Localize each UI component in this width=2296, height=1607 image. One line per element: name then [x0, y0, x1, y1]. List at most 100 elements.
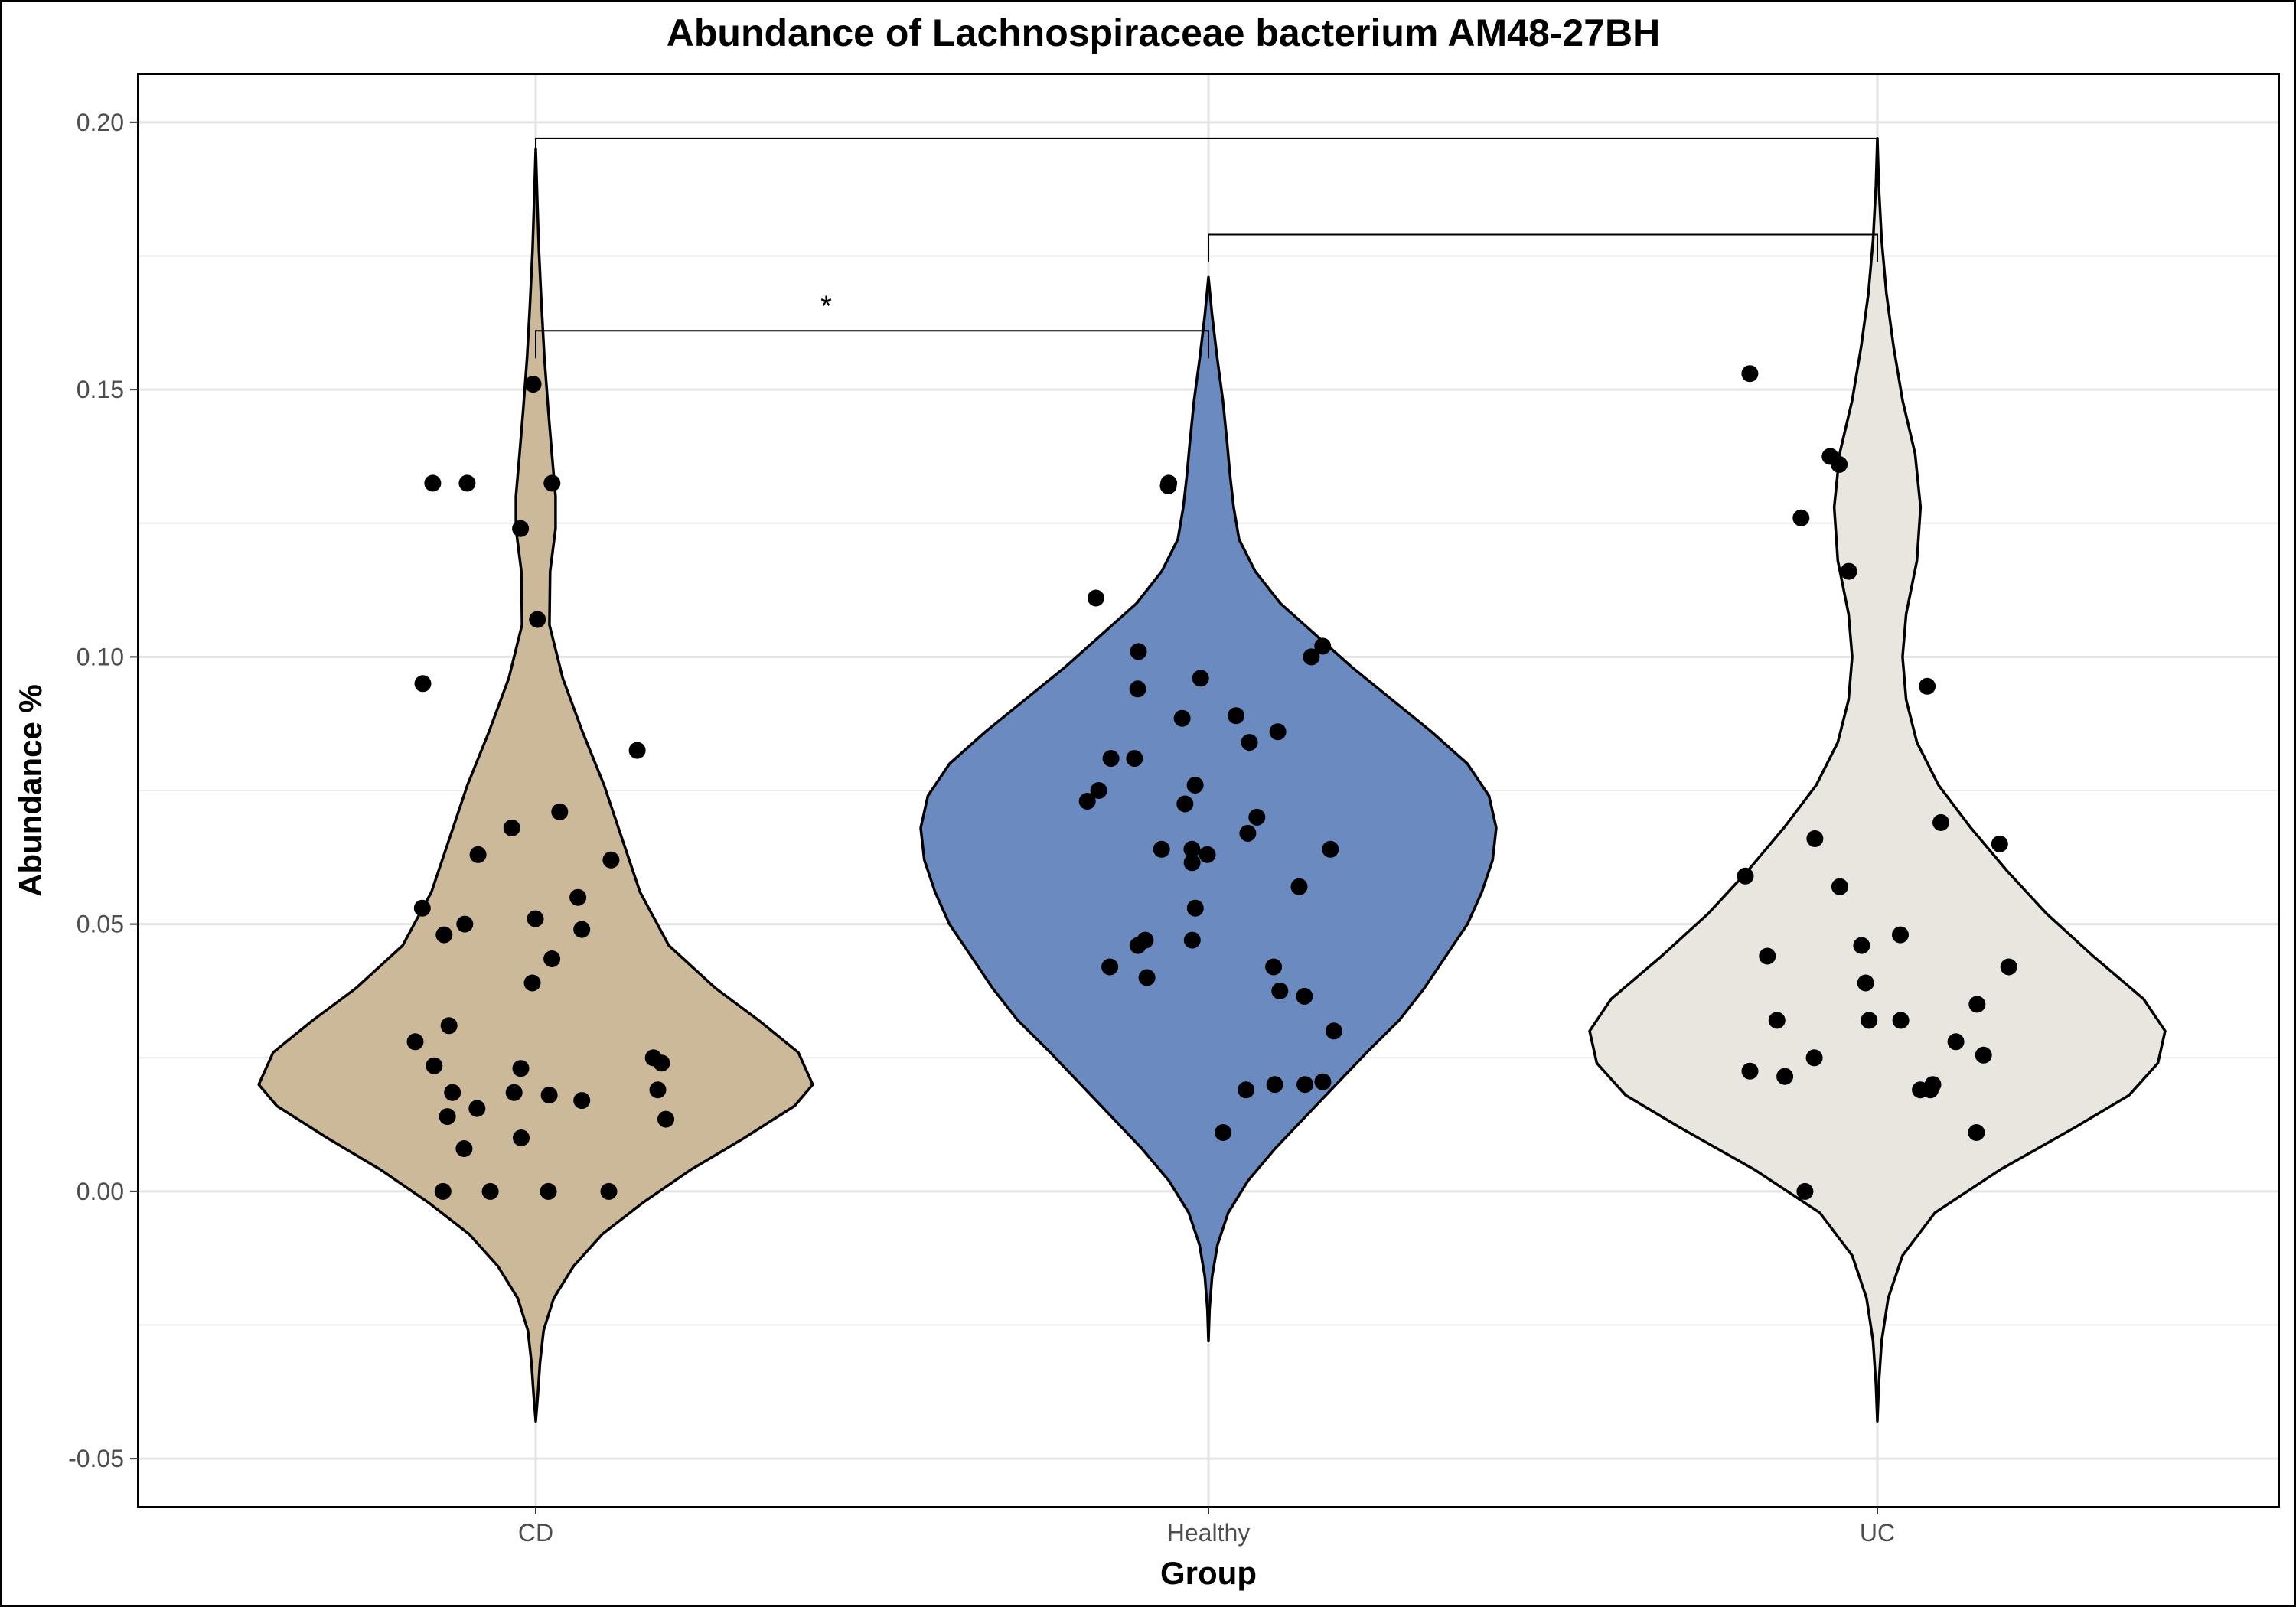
violins: [257, 137, 2167, 1423]
point-cd: [602, 851, 620, 869]
point-healthy: [1241, 734, 1258, 751]
point-cd: [540, 1182, 557, 1200]
point-healthy: [1087, 589, 1104, 607]
point-healthy: [1159, 477, 1177, 494]
point-healthy: [1239, 824, 1257, 842]
point-healthy: [1129, 937, 1146, 954]
point-uc: [1857, 974, 1874, 992]
violin-healthy: [919, 275, 1498, 1343]
point-uc: [1968, 1124, 1985, 1141]
chart-title: Abundance of Lachnospiraceae bacterium A…: [667, 11, 1661, 54]
point-uc: [1759, 947, 1776, 965]
point-cd: [573, 1092, 591, 1110]
point-uc: [1892, 1012, 1910, 1029]
significance-brackets: *: [535, 137, 1878, 359]
point-healthy: [1101, 958, 1119, 976]
point-cd: [481, 1182, 499, 1200]
point-healthy: [1325, 1022, 1342, 1040]
point-cd: [444, 1084, 461, 1101]
point-healthy: [1126, 750, 1143, 768]
point-cd: [505, 1084, 523, 1101]
point-cd: [440, 1017, 458, 1035]
x-tick-label: UC: [1860, 1519, 1895, 1547]
point-uc: [1991, 835, 2008, 852]
point-healthy: [1296, 987, 1313, 1005]
point-healthy: [1238, 1081, 1255, 1099]
point-cd: [458, 474, 476, 492]
point-healthy: [1129, 680, 1146, 698]
y-tick-label: 0.00: [77, 1178, 124, 1205]
point-healthy: [1265, 958, 1283, 976]
x-tick-label: CD: [518, 1519, 553, 1547]
point-healthy: [1296, 1076, 1314, 1094]
point-uc: [1912, 1081, 1929, 1099]
point-uc: [1932, 813, 1949, 831]
point-cd: [468, 1100, 486, 1117]
point-cd: [434, 1182, 452, 1200]
point-cd: [523, 974, 541, 992]
point-cd: [649, 1081, 667, 1099]
point-cd: [469, 846, 487, 863]
point-healthy: [1248, 808, 1266, 826]
point-cd: [628, 742, 646, 759]
y-tick-label: 0.15: [77, 376, 124, 403]
point-cd: [406, 1033, 424, 1051]
point-uc: [1861, 1012, 1878, 1029]
point-cd: [512, 520, 530, 537]
point-uc: [1892, 926, 1909, 944]
point-cd: [569, 888, 587, 906]
point-healthy: [1192, 670, 1209, 687]
point-cd: [435, 926, 453, 944]
point-cd: [424, 474, 442, 492]
point-cd: [600, 1182, 618, 1200]
point-cd: [551, 803, 569, 820]
significance-label: *: [820, 290, 832, 322]
point-cd: [540, 1087, 558, 1104]
y-tick-label: 0.10: [77, 643, 124, 670]
y-tick-label: 0.20: [77, 109, 124, 136]
point-healthy: [1322, 840, 1339, 858]
comparison-bracket: [1208, 233, 1878, 262]
point-uc: [1831, 878, 1848, 895]
comparison-bracket: [535, 330, 1209, 359]
point-uc: [1919, 677, 1936, 695]
point-cd: [413, 899, 431, 917]
point-cd: [426, 1057, 443, 1074]
point-healthy: [1269, 723, 1287, 741]
point-cd: [512, 1060, 530, 1077]
point-healthy: [1078, 793, 1096, 810]
point-cd: [455, 1140, 473, 1157]
point-healthy: [1130, 643, 1147, 660]
point-uc: [1831, 455, 1848, 473]
point-uc: [1806, 830, 1824, 847]
point-uc: [1768, 1012, 1786, 1029]
point-healthy: [1186, 777, 1204, 794]
point-healthy: [1199, 846, 1216, 863]
point-healthy: [1290, 878, 1308, 895]
point-uc: [1737, 867, 1754, 885]
point-healthy: [1090, 782, 1107, 799]
point-cd: [439, 1108, 456, 1126]
point-healthy: [1228, 707, 1244, 725]
point-uc: [1947, 1033, 1965, 1051]
point-healthy: [1186, 899, 1204, 917]
point-healthy: [1303, 648, 1320, 666]
point-cd: [657, 1110, 674, 1128]
point-cd: [653, 1054, 670, 1072]
point-cd: [573, 921, 591, 938]
point-uc: [1792, 509, 1810, 526]
point-healthy: [1314, 637, 1332, 655]
point-uc: [1840, 562, 1857, 580]
point-healthy: [1215, 1124, 1232, 1141]
point-uc: [1741, 365, 1759, 383]
point-uc: [2000, 958, 2017, 976]
point-cd: [543, 474, 561, 492]
point-healthy: [1153, 840, 1170, 858]
point-uc: [1805, 1049, 1823, 1067]
y-tick-label: 0.05: [77, 911, 124, 938]
point-healthy: [1183, 840, 1201, 858]
y-axis-title: Abundance %: [12, 684, 48, 897]
point-uc: [1968, 996, 1986, 1013]
x-axis-title: Group: [1160, 1555, 1257, 1591]
